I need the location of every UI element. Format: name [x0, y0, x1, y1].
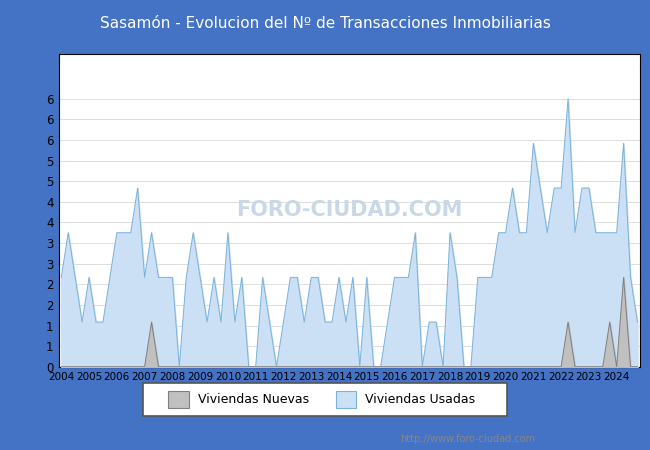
Text: FORO-CIUDAD.COM: FORO-CIUDAD.COM	[236, 200, 463, 220]
Bar	[168, 391, 188, 408]
Text: http://www.foro-ciudad.com: http://www.foro-ciudad.com	[400, 434, 536, 444]
FancyBboxPatch shape	[143, 382, 507, 416]
Text: Viviendas Usadas: Viviendas Usadas	[365, 393, 475, 406]
Bar	[336, 391, 356, 408]
Text: Viviendas Nuevas: Viviendas Nuevas	[198, 393, 309, 406]
Text: Sasamón - Evolucion del Nº de Transacciones Inmobiliarias: Sasamón - Evolucion del Nº de Transaccio…	[99, 16, 551, 31]
